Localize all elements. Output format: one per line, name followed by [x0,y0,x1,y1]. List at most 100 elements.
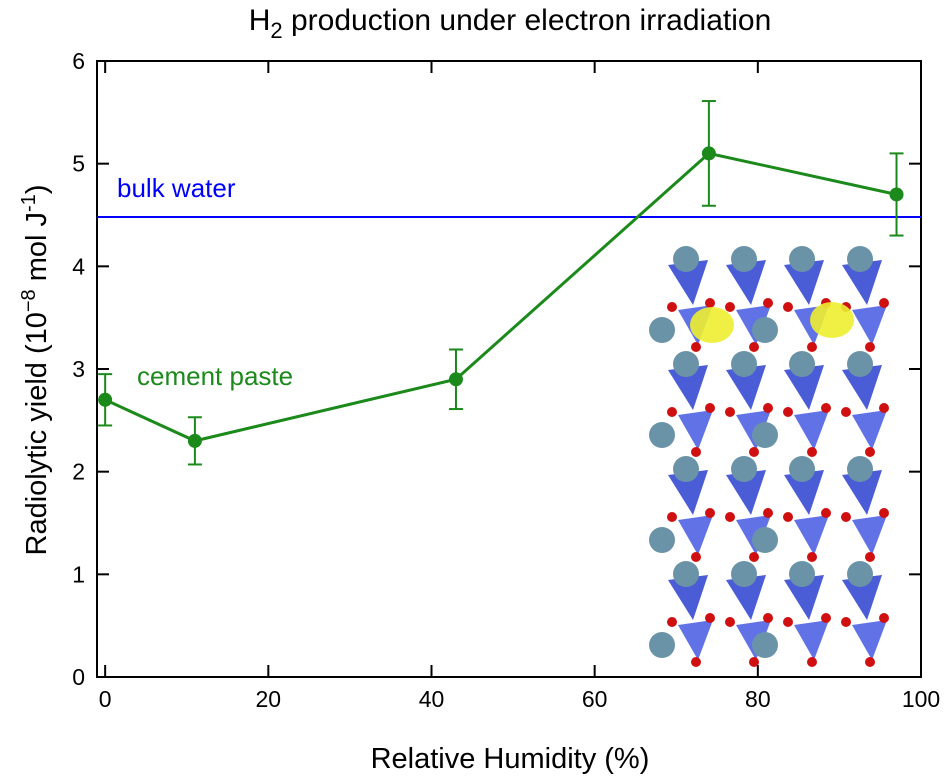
atom [865,342,875,352]
tetrahedron [784,260,824,305]
atom [673,456,699,482]
atom [821,403,831,413]
tetrahedron [668,575,708,620]
y-label-part: ) [21,184,53,194]
x-tick-label: 80 [745,686,771,712]
atom [783,617,793,627]
atom [749,342,759,352]
series-label: cement paste [137,361,293,391]
atom [865,657,875,667]
tetrahedron [726,470,766,515]
atom [749,552,759,562]
tetrahedron [794,515,829,555]
tetrahedron [852,620,887,660]
tetrahedron [726,575,766,620]
y-tick-label: 5 [72,151,85,177]
atom [789,561,815,587]
y-tick-label: 3 [72,356,85,382]
atom [667,617,677,627]
tetrahedron [842,575,882,620]
tetrahedron [784,365,824,410]
atom [705,298,715,308]
atom [865,552,875,562]
y-tick-label: 1 [72,561,85,587]
tetrahedron [726,365,766,410]
atom [731,351,757,377]
atom [763,613,773,623]
atom [667,407,677,417]
atom [673,246,699,272]
atom [673,561,699,587]
atom [841,617,851,627]
density [810,302,854,338]
atom [749,657,759,667]
x-tick-label: 40 [419,686,445,712]
atom [763,403,773,413]
tetrahedron [852,515,887,555]
data-point [701,146,716,161]
y-label-sup: -1 [18,194,40,212]
atom [841,407,851,417]
data-point [98,392,113,407]
tetrahedron [784,575,824,620]
data-point [889,187,904,202]
structure-inset [649,246,889,667]
density [690,307,734,343]
atom [783,512,793,522]
atom [807,552,817,562]
chart-title: H2 production under electron irradiation [249,4,772,43]
tetrahedron [668,470,708,515]
tetrahedron [794,620,829,660]
tetrahedron [842,365,882,410]
atom [705,403,715,413]
y-label-part: Radiolytic yield (10 [21,312,53,555]
atom [841,512,851,522]
atom [879,613,889,623]
atom [847,246,873,272]
atom [725,302,735,312]
atom [847,561,873,587]
tetrahedron [678,620,713,660]
tetrahedron [852,410,887,450]
tetrahedron [852,305,887,345]
tetrahedron [842,260,882,305]
atom [691,342,701,352]
tetrahedron [794,410,829,450]
atom [789,246,815,272]
atom [879,508,889,518]
atom [763,508,773,518]
title-main: H [249,4,271,37]
y-label-sup: −8 [18,289,40,312]
atom [789,456,815,482]
atom [763,298,773,308]
tetrahedron [842,470,882,515]
y-tick-label: 6 [72,48,85,74]
atom [731,561,757,587]
title-sub: 2 [270,18,282,43]
tetrahedron [678,515,713,555]
atom [705,508,715,518]
atom [705,613,715,623]
x-tick-label: 20 [256,686,282,712]
atom [807,342,817,352]
atom [847,456,873,482]
data-point [187,433,202,448]
atom [691,657,701,667]
atom [783,302,793,312]
atom [752,317,778,343]
atom [807,447,817,457]
y-tick-label: 0 [72,664,85,690]
atom [691,447,701,457]
atom [752,527,778,553]
x-tick-label: 60 [582,686,608,712]
x-tick-label: 100 [902,686,940,712]
atom [865,447,875,457]
atom [749,447,759,457]
atom [752,422,778,448]
atom [879,403,889,413]
atom [725,407,735,417]
atom [783,407,793,417]
atom [649,422,675,448]
reference-label: bulk water [117,173,236,203]
